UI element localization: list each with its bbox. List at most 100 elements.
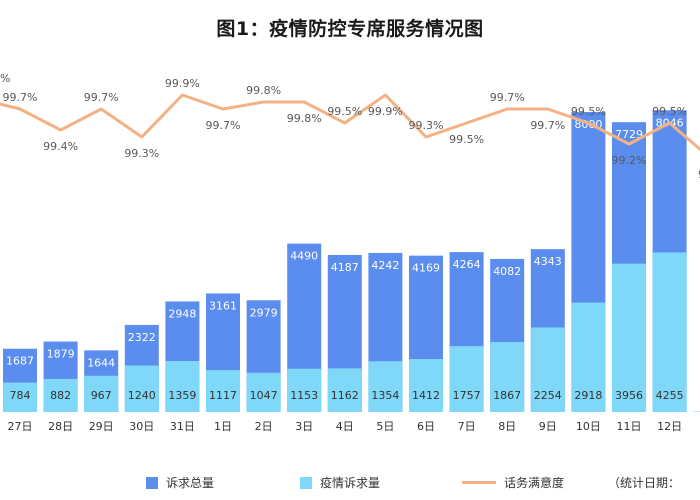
legend-label-satisfaction: 话务满意度 xyxy=(504,476,565,490)
data-label-satisfaction-partial: % xyxy=(0,72,10,85)
bar-epidemic xyxy=(124,365,159,412)
bar-epidemic xyxy=(652,252,687,412)
x-tick-label: 9日 xyxy=(539,420,557,433)
x-tick-label: 3日 xyxy=(295,420,313,433)
data-label-satisfaction: 99.2% xyxy=(612,154,647,167)
data-label-satisfaction: 99.5% xyxy=(327,105,362,118)
x-tick-label: 7日 xyxy=(458,420,476,433)
data-label-total: 1644 xyxy=(87,356,115,369)
x-tick-label: 31日 xyxy=(170,420,195,433)
data-label-satisfaction: 99.7% xyxy=(490,91,525,104)
bar-epidemic xyxy=(449,346,484,412)
data-label-satisfaction: 99.8% xyxy=(287,112,322,125)
legend-swatch-satisfaction xyxy=(462,481,496,484)
data-label-total: 4169 xyxy=(412,262,440,275)
bar-epidemic xyxy=(84,375,119,412)
data-label-satisfaction: 99.7% xyxy=(206,119,241,132)
bar-epidemic xyxy=(612,263,646,412)
data-label-epidemic: 1757 xyxy=(453,389,481,402)
data-label-epidemic: 882 xyxy=(50,389,71,402)
data-label-total: 2979 xyxy=(250,306,278,319)
data-label-total: 4187 xyxy=(331,261,359,274)
data-label-total: 4490 xyxy=(290,250,318,263)
data-label-satisfaction: 99.3% xyxy=(124,147,159,160)
data-label-satisfaction: 99.5% xyxy=(449,133,484,146)
data-label-satisfaction: 99.9% xyxy=(368,105,403,118)
data-label-total: 4242 xyxy=(371,259,399,272)
legend-note: （统计日期： xyxy=(608,476,681,490)
bar-epidemic xyxy=(409,359,443,412)
data-label-satisfaction: 99% xyxy=(698,168,700,181)
data-label-satisfaction: 99.5% xyxy=(652,105,687,118)
x-tick-label: 11日 xyxy=(617,420,642,433)
data-label-total: 2948 xyxy=(168,307,196,320)
data-label-total: 3161 xyxy=(209,299,237,312)
data-label-total: 2322 xyxy=(128,331,156,344)
data-label-total: 4264 xyxy=(453,258,481,271)
x-tick-label: 28日 xyxy=(48,420,73,433)
x-tick-label: 5日 xyxy=(376,420,394,433)
legend-label-epidemic: 疫情诉求量 xyxy=(320,476,381,490)
data-label-satisfaction: 99.7% xyxy=(530,119,565,132)
x-tick-label: 1日 xyxy=(214,420,232,433)
legend-swatch-total xyxy=(146,476,158,489)
data-label-epidemic: 1867 xyxy=(493,389,521,402)
data-label-epidemic: 1162 xyxy=(331,389,359,402)
data-label-satisfaction: 99.8% xyxy=(246,84,281,97)
data-label-epidemic: 1354 xyxy=(371,389,399,402)
legend-item-epidemic: 疫情诉求量 xyxy=(300,474,380,491)
data-label-epidemic: 1359 xyxy=(168,389,196,402)
bar-epidemic xyxy=(490,341,525,412)
x-tick-label: 6日 xyxy=(417,420,435,433)
legend-item-total: 诉求总量 xyxy=(146,474,214,491)
satisfaction-line-group: 99.7% 99.4% 99.7% 99.3% 99.9% 99.7% 99.8% 99.8%… xyxy=(0,72,700,181)
data-label-total: 1879 xyxy=(47,348,75,361)
data-label-epidemic: 4255 xyxy=(656,389,684,402)
data-label-epidemic: 1153 xyxy=(290,389,318,402)
bar-epidemic xyxy=(3,382,37,412)
x-tick-label: 8日 xyxy=(498,420,516,433)
data-label-total: 1687 xyxy=(6,355,34,368)
bar-epidemic xyxy=(287,368,322,412)
x-tick-label: 12日 xyxy=(657,420,682,433)
x-axis: 27日 28日 29日 30日 31日 1日 2日 3日 4日 5日 6日 7日 8日 9日 10日 11日 1… xyxy=(8,420,683,433)
data-label-satisfaction: 99.9% xyxy=(165,77,200,90)
bar-epidemic xyxy=(165,361,200,412)
data-label-satisfaction: 99.7% xyxy=(3,91,38,104)
bar-epidemic xyxy=(571,302,606,412)
x-tick-label: 30日 xyxy=(129,420,154,433)
bar-epidemic xyxy=(206,370,240,412)
x-tick-label: 4日 xyxy=(336,420,354,433)
data-label-total: 4082 xyxy=(493,265,521,278)
data-label-satisfaction: 99.5% xyxy=(571,105,606,118)
data-label-epidemic: 3956 xyxy=(615,389,643,402)
data-label-epidemic: 1117 xyxy=(209,389,237,402)
data-label-epidemic: 2254 xyxy=(534,389,562,402)
legend: 诉求总量 疫情诉求量 话务满意度 （统计日期： xyxy=(0,470,700,494)
satisfaction-line xyxy=(0,93,700,152)
data-label-epidemic: 784 xyxy=(10,389,31,402)
data-label-epidemic: 1047 xyxy=(250,389,278,402)
x-tick-label: 29日 xyxy=(89,420,114,433)
data-label-total: 7729 xyxy=(615,128,643,141)
data-label-epidemic: 1240 xyxy=(128,389,156,402)
data-label-satisfaction: 99.4% xyxy=(43,140,78,153)
data-label-total: 4343 xyxy=(534,255,562,268)
bar-epidemic xyxy=(368,361,403,412)
x-tick-label: 27日 xyxy=(8,420,33,433)
bar-epidemic xyxy=(43,378,78,412)
data-label-epidemic: 967 xyxy=(91,389,112,402)
bar-group: 1687 784 1879 882 1644 967 2322 1240 2948 1359 316… xyxy=(3,110,700,413)
chart-title: 图1：疫情防控专席服务情况图 xyxy=(216,18,484,40)
data-label-satisfaction: 99.3% xyxy=(409,119,444,132)
legend-label-total: 诉求总量 xyxy=(166,476,215,490)
data-label-epidemic: 1412 xyxy=(412,389,440,402)
legend-swatch-epidemic xyxy=(300,476,312,489)
legend-item-satisfaction: 话务满意度 xyxy=(462,474,564,491)
data-label-epidemic: 2918 xyxy=(574,389,602,402)
data-label-satisfaction: 99.7% xyxy=(84,91,119,104)
bar-epidemic xyxy=(327,368,362,412)
bar-epidemic xyxy=(246,372,281,412)
x-tick-label: 2日 xyxy=(255,420,273,433)
